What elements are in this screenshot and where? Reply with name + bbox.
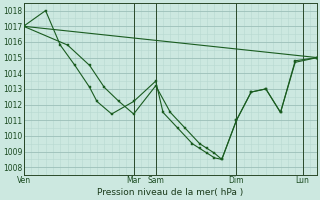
X-axis label: Pression niveau de la mer( hPa ): Pression niveau de la mer( hPa )	[97, 188, 244, 197]
